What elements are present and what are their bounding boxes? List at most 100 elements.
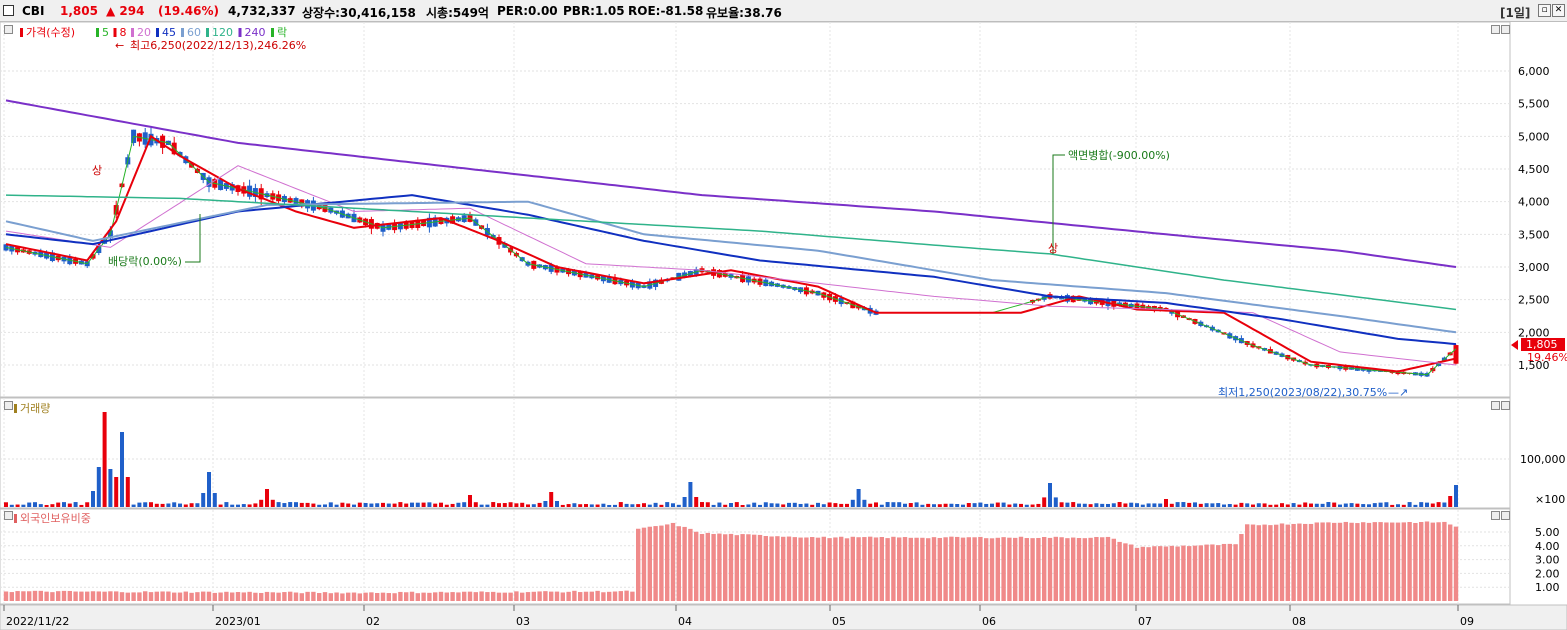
foreign-bar bbox=[723, 534, 728, 601]
foreign-bar bbox=[1332, 522, 1337, 601]
foreign-bar bbox=[131, 592, 136, 601]
period-selector[interactable]: [1일] bbox=[1500, 6, 1531, 20]
volume-bar bbox=[891, 502, 896, 507]
price-tick-label: 5,500 bbox=[1518, 98, 1550, 111]
volume-bars bbox=[4, 412, 1458, 507]
volume-bar bbox=[1094, 503, 1099, 507]
minimize-icon[interactable]: ▫ bbox=[1538, 4, 1551, 17]
foreign-bar bbox=[1221, 543, 1227, 601]
volume-bar bbox=[1367, 504, 1371, 507]
foreign-bar bbox=[1250, 524, 1256, 601]
foreign-panel-close-icon[interactable] bbox=[1501, 511, 1510, 520]
foreign-bar bbox=[1047, 537, 1053, 601]
volume-bar bbox=[224, 502, 229, 507]
foreign-bar bbox=[572, 590, 577, 601]
foreign-bar bbox=[1105, 536, 1111, 601]
candle-body bbox=[1453, 345, 1459, 364]
volume-bar bbox=[647, 504, 652, 507]
volume-bar bbox=[1216, 503, 1221, 507]
foreign-bar bbox=[833, 537, 838, 601]
dividend-annotation: 배당락(0.00%) bbox=[108, 255, 182, 268]
price-panel-close-icon[interactable] bbox=[1501, 25, 1510, 34]
price-panel-maximize-icon[interactable] bbox=[1491, 25, 1500, 34]
foreign-bar bbox=[1111, 538, 1116, 601]
ma-60-line bbox=[5, 200, 1457, 334]
price-panel-checkbox[interactable] bbox=[4, 25, 13, 34]
foreign-bar bbox=[827, 538, 832, 601]
foreign-bar bbox=[520, 592, 525, 601]
foreign-bar bbox=[375, 592, 380, 601]
foreign-bar bbox=[1152, 546, 1157, 601]
volume-bar bbox=[1187, 502, 1192, 507]
foreign-bar bbox=[404, 592, 409, 601]
volume-bar bbox=[1349, 503, 1354, 507]
foreign-bar bbox=[1453, 526, 1459, 601]
stock-checkbox[interactable] bbox=[3, 5, 14, 16]
price-change: ▲ 294 bbox=[106, 4, 145, 18]
foreign-bar bbox=[160, 591, 165, 601]
volume-bar bbox=[230, 504, 235, 507]
x-tick-label: 04 bbox=[678, 615, 692, 628]
dividend-pointer bbox=[185, 214, 201, 263]
volume-bar bbox=[1210, 503, 1215, 507]
volume-panel-maximize-icon[interactable] bbox=[1491, 401, 1500, 410]
volume-bar bbox=[1042, 497, 1047, 507]
volume-bar bbox=[711, 504, 716, 507]
foreign-bar bbox=[868, 536, 873, 601]
foreign-bar bbox=[438, 591, 444, 601]
volume-bar bbox=[38, 504, 43, 507]
volume-bar bbox=[218, 504, 223, 507]
low-arrow-icon: —↗ bbox=[1388, 386, 1408, 399]
foreign-bar bbox=[839, 536, 844, 601]
price-tick-label: 4,000 bbox=[1518, 196, 1550, 209]
volume-bar bbox=[253, 503, 258, 507]
high-arrow-icon: ← bbox=[115, 39, 124, 52]
foreign-bar bbox=[392, 593, 397, 601]
volume-bar bbox=[369, 503, 374, 507]
foreign-panel-maximize-icon[interactable] bbox=[1491, 511, 1500, 520]
foreign-bar bbox=[769, 536, 774, 601]
close-icon[interactable]: ✕ bbox=[1552, 4, 1565, 17]
volume-bar bbox=[44, 504, 49, 507]
volume-bar bbox=[1419, 502, 1424, 507]
foreign-bar bbox=[937, 537, 942, 601]
volume-panel-close-icon[interactable] bbox=[1501, 401, 1510, 410]
x-axis-bar bbox=[0, 604, 1567, 630]
foreign-bar bbox=[456, 592, 461, 601]
volume-bar bbox=[578, 504, 583, 507]
price-pointer-icon bbox=[1511, 340, 1518, 350]
volume-bar bbox=[908, 503, 913, 507]
foreign-panel-checkbox[interactable] bbox=[4, 511, 13, 520]
foreign-bar bbox=[537, 591, 542, 601]
foreign-bar bbox=[659, 525, 664, 601]
volume-bar bbox=[386, 503, 391, 507]
volume-bar bbox=[1448, 496, 1453, 507]
foreign-bar bbox=[462, 591, 467, 601]
volume-bar bbox=[15, 504, 20, 507]
volume-bar bbox=[479, 504, 484, 507]
legend-label-3: 20 bbox=[137, 26, 151, 39]
foreign-bar bbox=[311, 591, 316, 601]
volume-bar bbox=[1314, 503, 1319, 507]
volume-bar bbox=[160, 503, 165, 507]
volume-bar bbox=[914, 502, 919, 507]
volume-bar bbox=[850, 499, 855, 507]
volume-bar bbox=[694, 497, 699, 507]
legend-swatch-2 bbox=[113, 28, 117, 37]
stock-name: CBI bbox=[22, 4, 45, 18]
foreign-bar bbox=[1163, 546, 1169, 601]
volume-bar bbox=[236, 504, 240, 507]
foreign-bar bbox=[270, 592, 275, 601]
foreign-bar bbox=[804, 537, 809, 601]
volume-bar bbox=[102, 412, 107, 507]
foreign-bar bbox=[1320, 522, 1325, 601]
volume-bar bbox=[1384, 502, 1389, 507]
foreign-bar bbox=[1227, 543, 1232, 601]
volume-bar bbox=[995, 502, 1000, 507]
foreign-bar bbox=[166, 591, 171, 601]
foreign-bar bbox=[334, 592, 339, 601]
volume-panel-checkbox[interactable] bbox=[4, 401, 13, 410]
volume-bar bbox=[740, 504, 745, 507]
volume-bar bbox=[189, 503, 194, 507]
volume-bar bbox=[1390, 504, 1395, 507]
